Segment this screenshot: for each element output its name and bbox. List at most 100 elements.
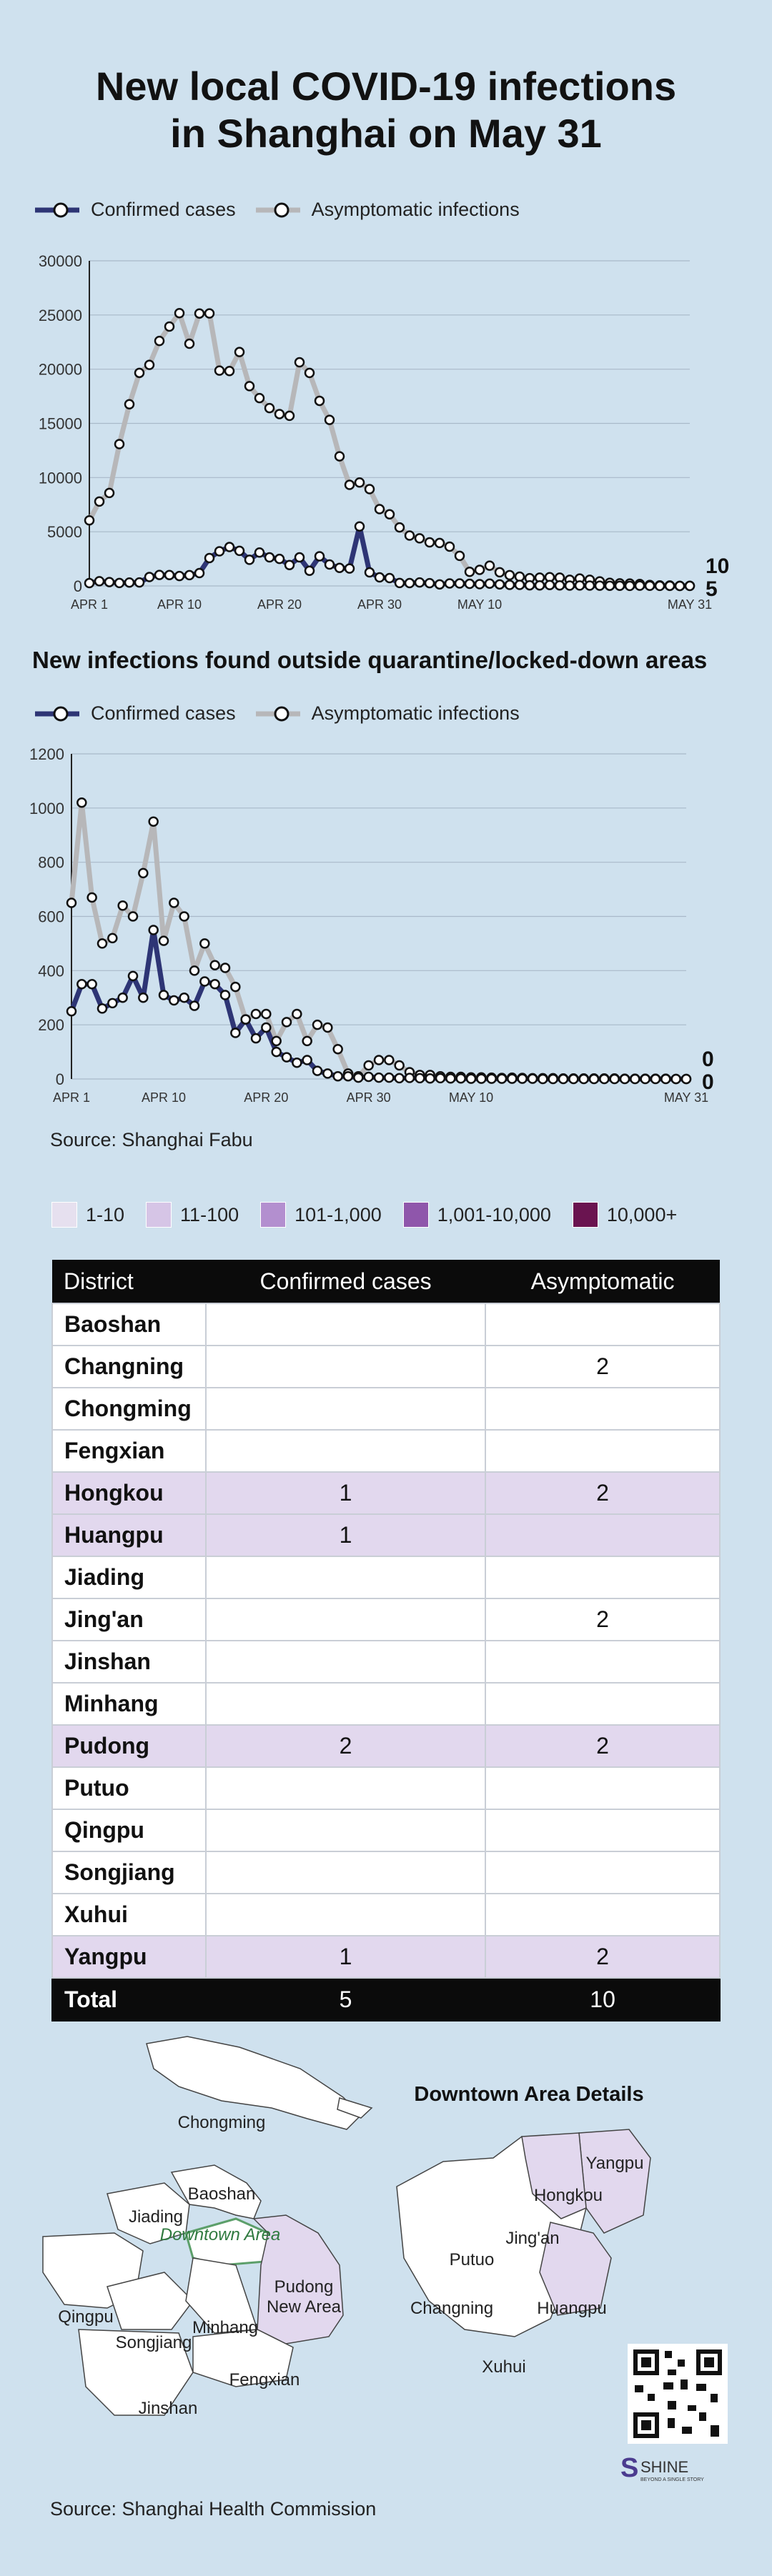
color-legend-item: 101-1,000 [260, 1202, 382, 1228]
data-point [314, 551, 325, 562]
data-point [464, 578, 475, 590]
color-scale-legend: 1-10 11-100 101-1,000 1,001-10,000 10,000+ [51, 1202, 677, 1228]
y-tick-label: 1000 [29, 800, 64, 817]
data-point [154, 335, 165, 347]
district-cell: Chongming [51, 1387, 207, 1431]
source-health-commission: Source: Shanghai Health Commission [50, 2498, 377, 2520]
x-tick-label: APR 30 [357, 597, 402, 612]
data-point [154, 570, 165, 580]
data-point [254, 547, 265, 558]
songjiang-region [107, 2272, 194, 2330]
data-point [219, 963, 231, 973]
data-point [444, 578, 455, 589]
yangpu-region [578, 2129, 651, 2234]
data-point [334, 451, 345, 462]
data-point [342, 1070, 354, 1082]
data-point [588, 1073, 600, 1085]
data-point [524, 580, 535, 591]
asymptomatic-cell: 2 [485, 1471, 721, 1515]
data-point [234, 347, 245, 357]
x-tick-label: MAY 10 [457, 597, 502, 612]
x-tick-label: APR 30 [347, 1090, 391, 1105]
data-point [344, 479, 355, 490]
data-point [324, 414, 335, 425]
color-legend-item: 1-10 [51, 1202, 124, 1228]
table-row: Jinshan [51, 1640, 721, 1684]
data-point [84, 577, 95, 589]
data-point [558, 1073, 569, 1085]
legend-item-asymptomatic: Asymptomatic infections [253, 199, 520, 221]
map-label: New Area [267, 2297, 342, 2317]
data-point [234, 545, 245, 557]
data-point [494, 567, 505, 578]
data-point [640, 1073, 650, 1085]
data-point [138, 867, 149, 879]
data-point [294, 357, 305, 368]
data-point [425, 1073, 435, 1084]
data-point [304, 565, 315, 577]
color-legend-item: 10,000+ [572, 1202, 677, 1228]
map-label: Chongming [178, 2113, 266, 2132]
data-point [394, 1060, 405, 1071]
data-point [384, 1072, 395, 1083]
data-point [76, 979, 87, 990]
data-point [445, 1073, 456, 1084]
legend-confirmed-label: Confirmed cases [91, 199, 236, 220]
legend2-item-confirmed: Confirmed cases [32, 702, 236, 725]
table-row: Fengxian [51, 1429, 721, 1473]
table-header-row: District Confirmed cases Asymptomatic [52, 1260, 720, 1303]
data-point [373, 1072, 385, 1083]
table-row: Songjiang [51, 1851, 721, 1894]
data-point [660, 1073, 671, 1085]
district-cell: Yangpu [51, 1935, 207, 1979]
data-point [250, 1033, 262, 1044]
end-label-confirmed: 5 [706, 577, 718, 601]
downtown-map: Yangpu Hongkou Jing'an Putuo Changning H… [396, 2129, 651, 2377]
table-row: Minhang [51, 1682, 721, 1726]
data-point [281, 1017, 292, 1028]
data-point [599, 1073, 610, 1085]
table-row: Yangpu 1 2 [51, 1935, 721, 1979]
data-point [486, 1073, 497, 1084]
table-row: Qingpu [51, 1809, 721, 1852]
data-point [414, 577, 425, 588]
shine-tagline: BEYOND A SINGLE STORY [640, 2477, 704, 2482]
data-point [544, 580, 555, 591]
shanghai-map: Chongming Baoshan Jiading Downtown Area … [42, 2036, 728, 2483]
legend2-item-asymptomatic: Asymptomatic infections [253, 702, 520, 725]
data-point [344, 563, 355, 574]
y-tick-label: 400 [38, 962, 64, 980]
downtown-title: Downtown Area Details [414, 2083, 643, 2106]
data-point [189, 1000, 200, 1011]
confirmed-cell: 1 [204, 1513, 487, 1557]
data-point [384, 509, 395, 520]
y-tick-label: 25000 [39, 307, 82, 324]
y-tick-label: 600 [38, 908, 64, 926]
x-tick-label: APR 10 [157, 597, 202, 612]
data-point [415, 1073, 425, 1084]
data-point [414, 533, 425, 544]
data-point [322, 1022, 333, 1033]
district-cell: Changning [51, 1345, 207, 1388]
color-swatch [146, 1202, 172, 1228]
data-point [96, 1003, 108, 1014]
data-point [240, 1014, 251, 1025]
data-point [609, 1073, 620, 1085]
table-row: Huangpu 1 [51, 1513, 721, 1557]
data-point [76, 797, 87, 808]
data-point [254, 392, 265, 404]
shine-logo: S SHINE BEYOND A SINGLE STORY [620, 2453, 704, 2483]
data-point [124, 577, 135, 588]
map-label: Qingpu [58, 2307, 113, 2327]
data-point [474, 579, 485, 590]
source-fabu: Source: Shanghai Fabu [50, 1129, 253, 1150]
data-point [199, 938, 210, 949]
data-point [444, 541, 455, 552]
asymptomatic-cell [485, 1682, 721, 1726]
asymptomatic-legend-icon [255, 706, 300, 721]
district-cell: Minhang [51, 1682, 207, 1726]
map-label: Jinshan [139, 2399, 198, 2418]
data-point [114, 577, 125, 589]
asymptomatic-legend-icon [255, 202, 300, 217]
data-point [434, 537, 445, 549]
